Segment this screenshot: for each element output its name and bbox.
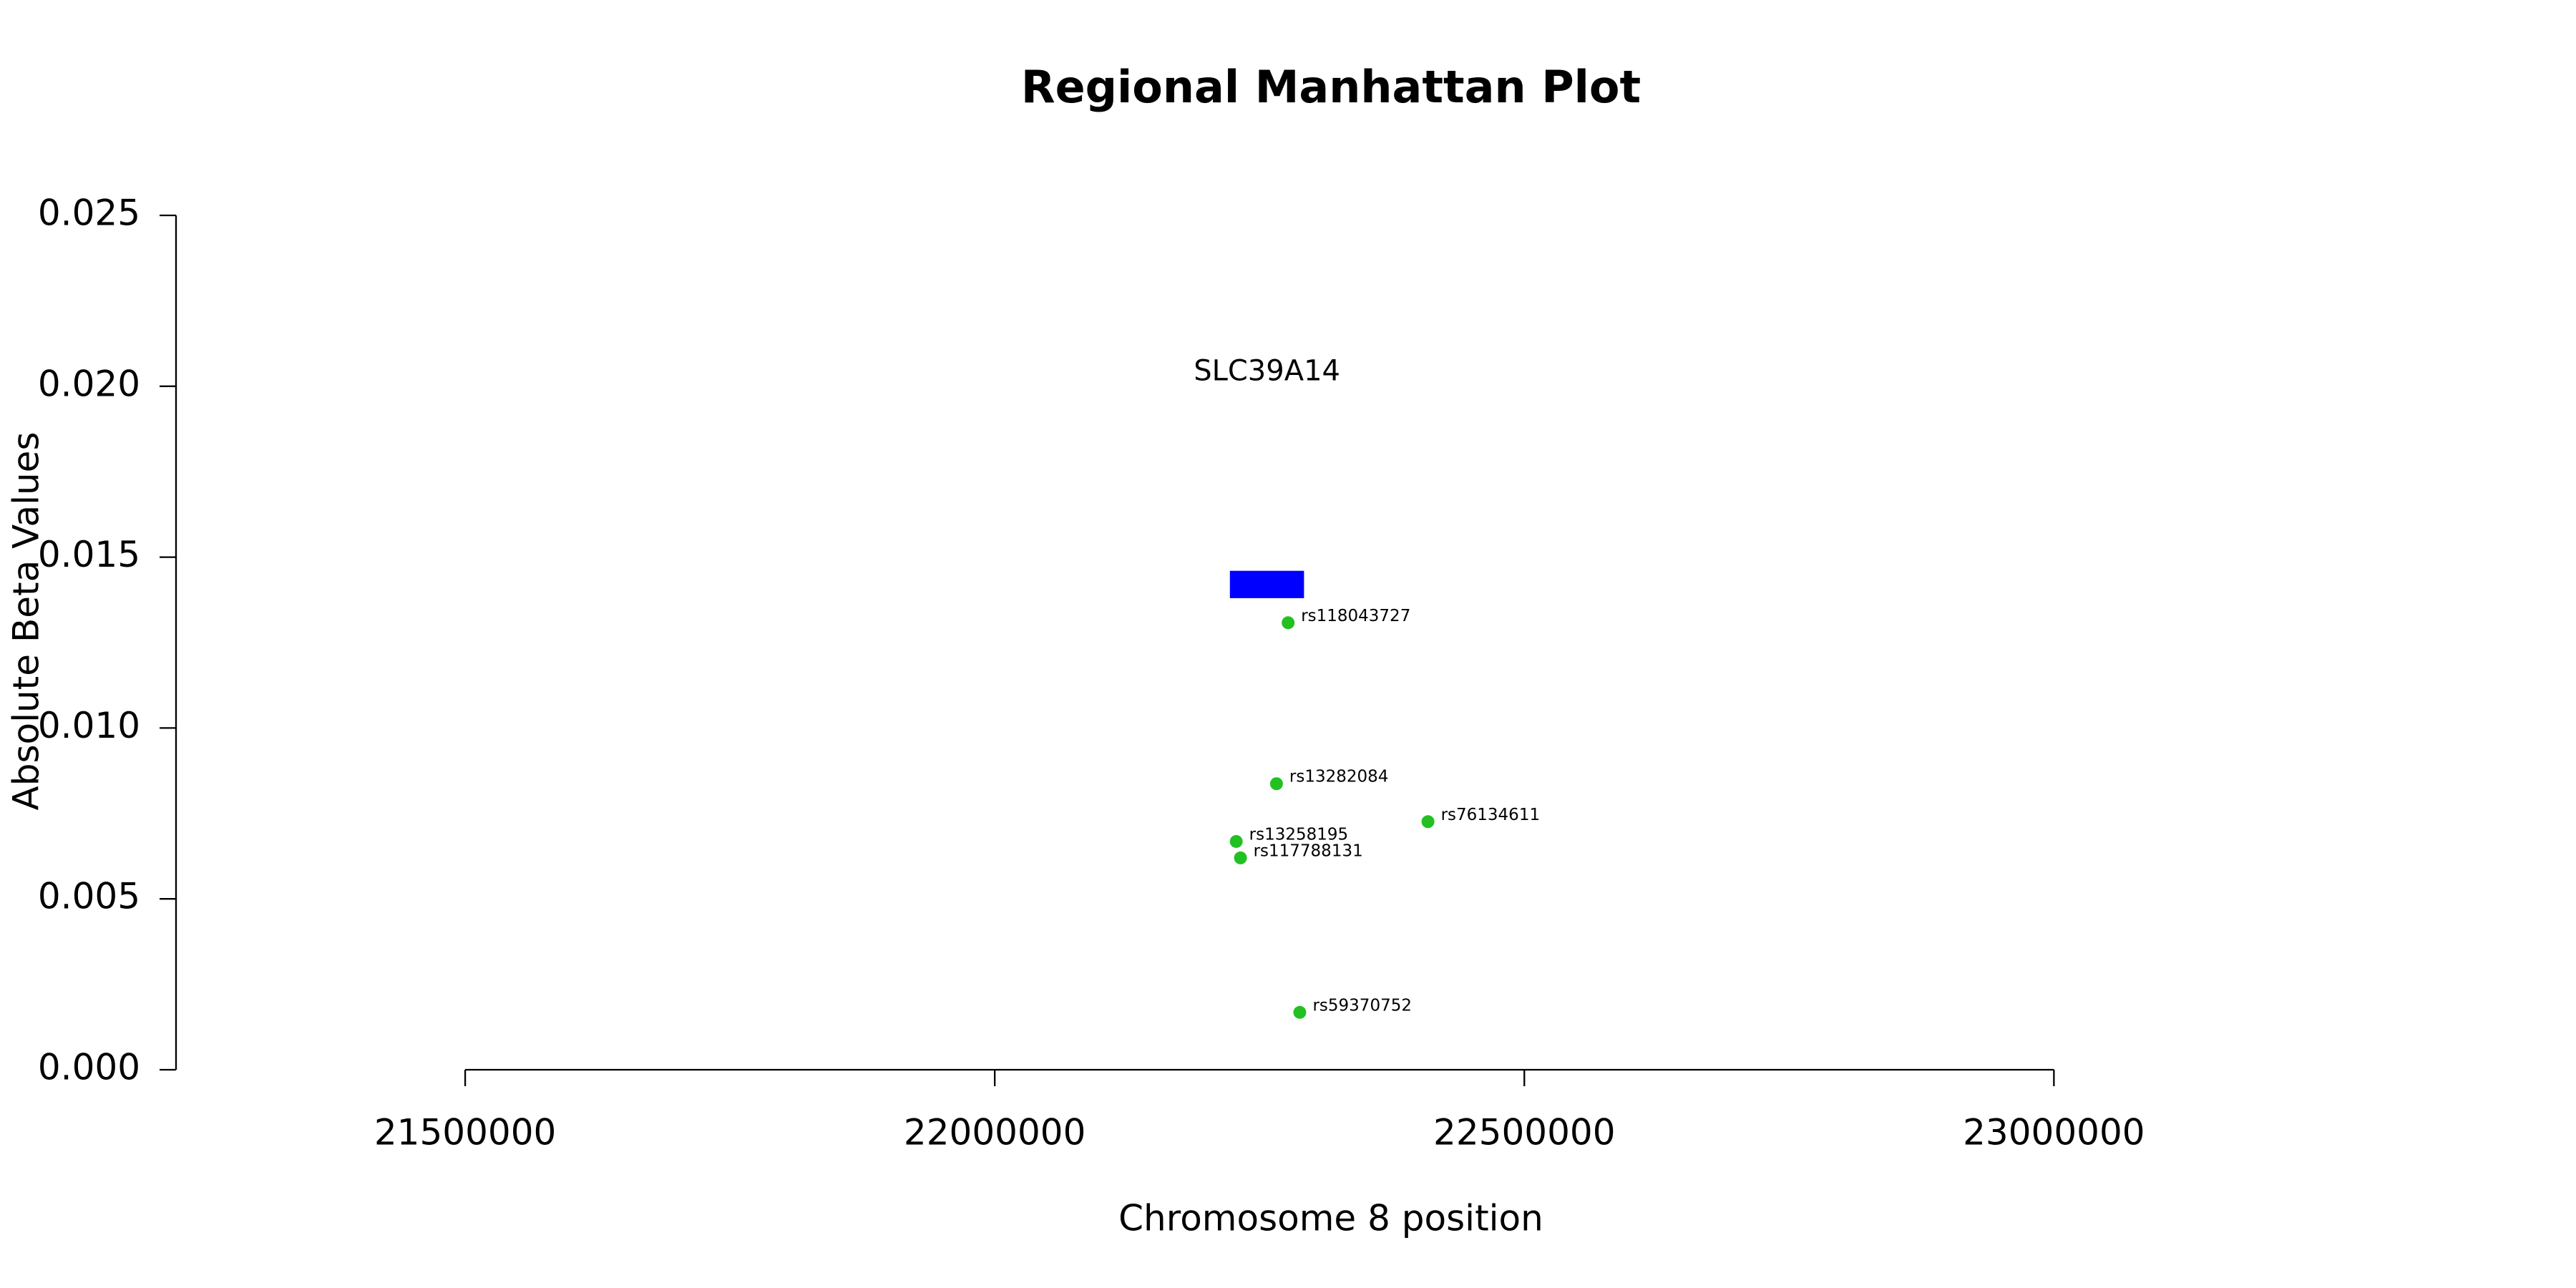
snp-point <box>1282 616 1295 630</box>
gene-block <box>1229 570 1304 598</box>
snp-label: rs117788131 <box>1254 841 1363 860</box>
x-tick-label: 22500000 <box>1433 1112 1616 1153</box>
snp-point <box>1293 1005 1307 1019</box>
x-tick-label: 21500000 <box>374 1112 557 1153</box>
y-tick-label: 0.010 <box>38 705 140 746</box>
gene-label: SLC39A14 <box>1194 355 1340 388</box>
x-axis-label: Chromosome 8 position <box>1118 1198 1543 1239</box>
chart-title: Regional Manhattan Plot <box>1021 61 1641 113</box>
snp-point <box>1421 815 1435 829</box>
y-tick-label: 0.015 <box>38 534 140 575</box>
snp-point <box>1269 777 1283 791</box>
snp-label: rs76134611 <box>1441 806 1541 824</box>
snp-label: rs13282084 <box>1289 768 1389 786</box>
y-axis-label: Absolute Beta Values <box>6 432 47 811</box>
y-tick-label: 0.025 <box>38 192 140 234</box>
snp-label: rs118043727 <box>1301 607 1410 625</box>
x-tick-label: 23000000 <box>1963 1112 2145 1153</box>
x-tick-label: 22000000 <box>904 1112 1086 1153</box>
y-tick-label: 0.005 <box>38 876 140 917</box>
y-tick-label: 0.020 <box>38 363 140 404</box>
snp-point <box>1234 851 1247 864</box>
snp-point <box>1229 834 1243 848</box>
snp-label: rs59370752 <box>1312 996 1412 1015</box>
snp-label: rs13258195 <box>1249 825 1349 844</box>
y-tick-label: 0.000 <box>38 1047 140 1088</box>
